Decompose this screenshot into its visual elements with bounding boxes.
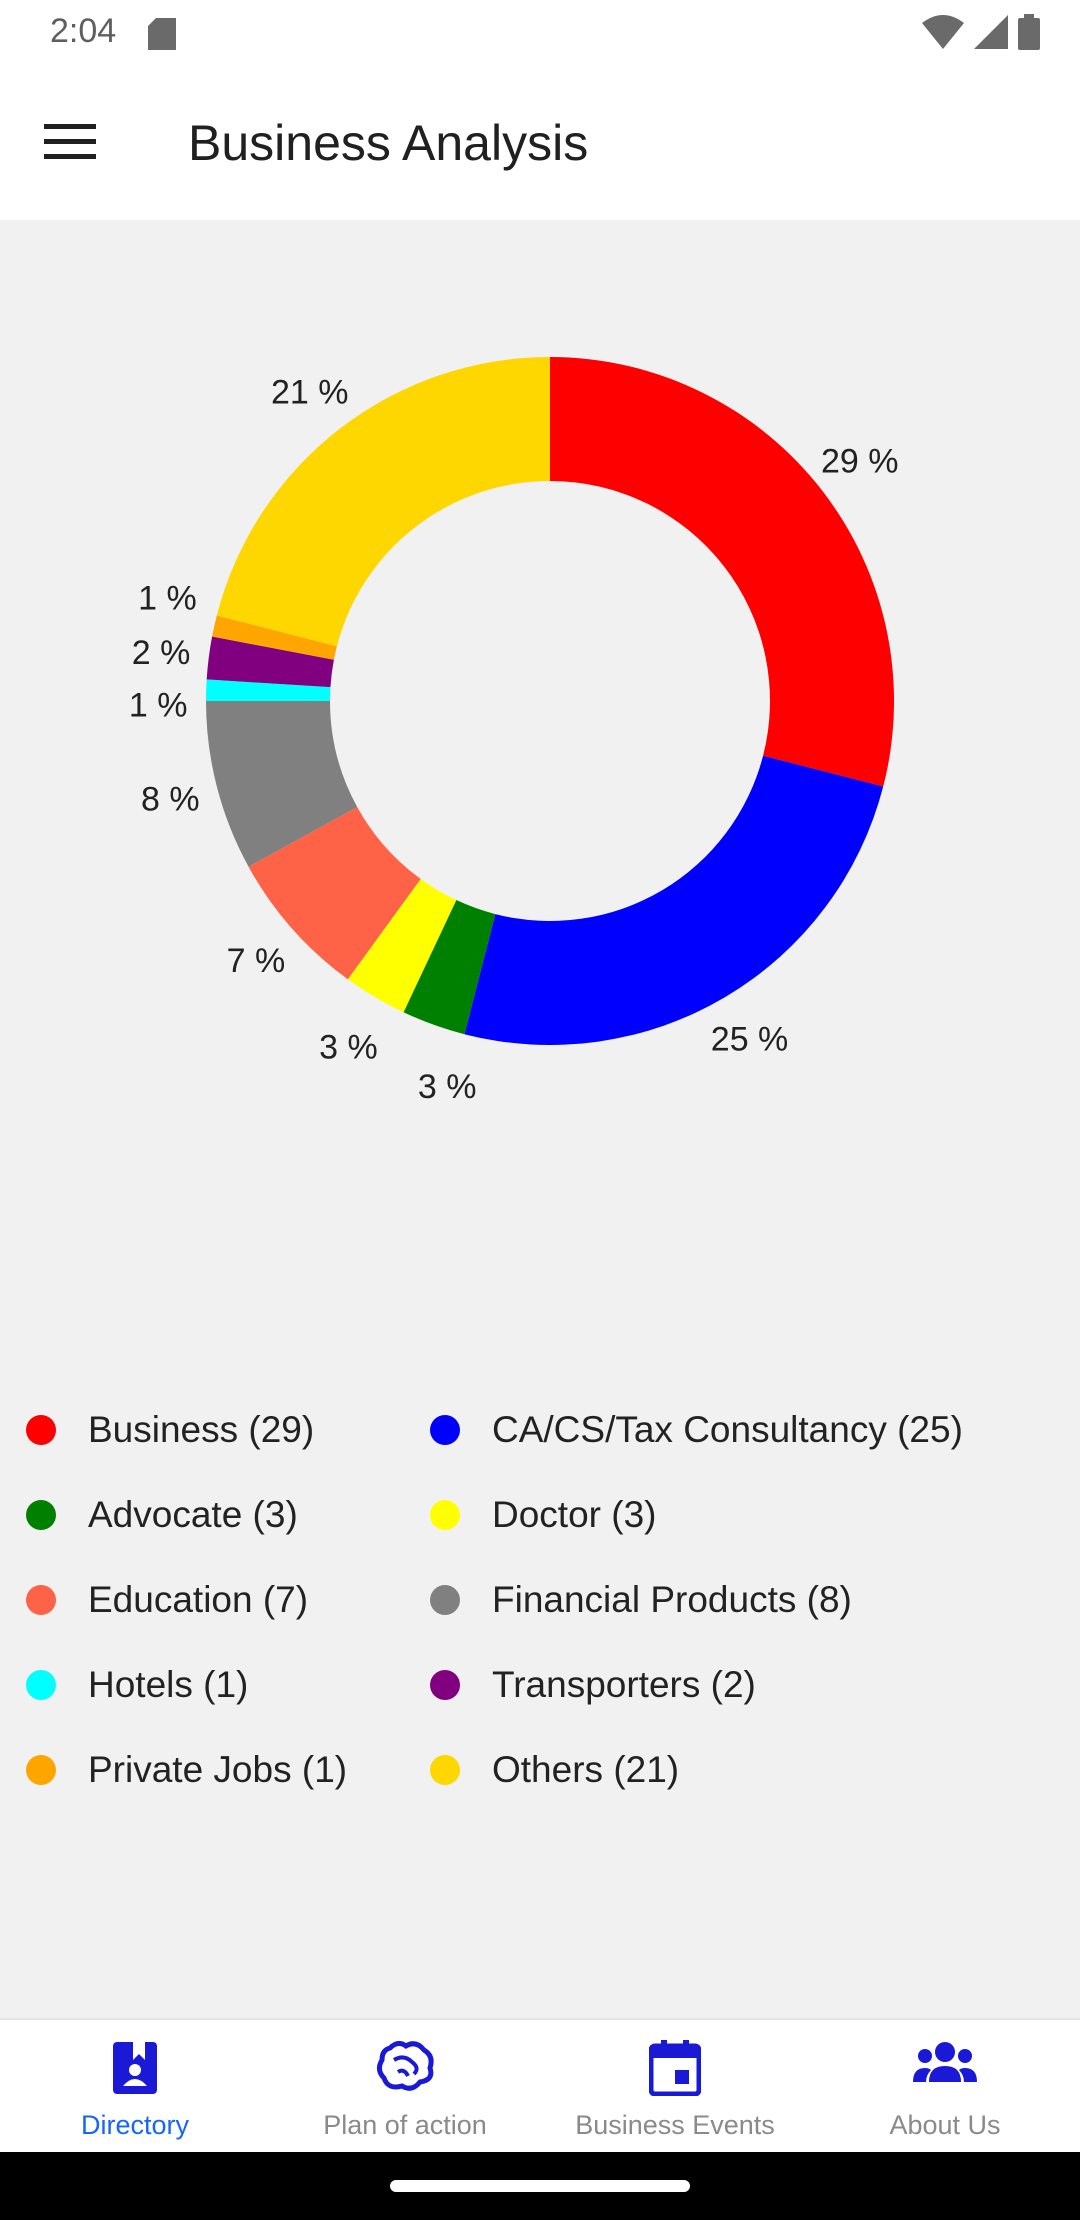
nav-directory[interactable]: Directory [0,2020,270,2154]
legend-item: Transporters (2) [430,1655,756,1715]
chart-area: 29 % 25 % 3 % 3 % 7 % 8 % 1 % 2 % 1 % 21 % [0,220,1080,1370]
nav-business-events[interactable]: Business Events [540,2020,810,2154]
page-title: Business Analysis [188,115,589,171]
brain-icon [376,2040,434,2097]
slice-label: 7 % [227,942,286,980]
legend-item: Financial Products (8) [430,1570,852,1630]
slice-label: 1 % [138,579,197,617]
legend-label: Advocate (3) [88,1494,298,1535]
legend-dot [26,1755,56,1785]
legend-label: Education (7) [88,1579,309,1620]
bottom-navigation: Directory Plan of action Business Events [0,2018,1080,2154]
legend-dot [26,1500,56,1530]
legend-dot [430,1670,460,1700]
slice-label: 29 % [821,443,899,481]
nav-about-label: About Us [889,2110,1001,2140]
slice-label: 3 % [319,1028,378,1066]
donut-slice-ca-cs-tax-consultancy[interactable] [464,755,884,1045]
legend-item: Doctor (3) [430,1485,656,1545]
signal-icon [974,15,1008,54]
legend-label: Others (21) [492,1749,680,1790]
nav-events-label: Business Events [575,2110,775,2140]
legend-item: Others (21) [430,1740,679,1800]
legend-item: Education (7) [26,1570,308,1630]
wifi-icon [922,15,964,54]
slice-label: 3 % [418,1068,477,1106]
donut-slice-transporters[interactable] [206,636,334,688]
legend-label: Private Jobs (1) [88,1749,348,1790]
group-icon [913,2040,977,2089]
slice-label: 21 % [271,373,349,411]
donut-slice-doctor[interactable] [347,878,457,1013]
donut-slice-financial-products[interactable] [206,701,358,867]
legend-item: Hotels (1) [26,1655,248,1715]
slice-label: 1 % [129,687,188,725]
gesture-bar [0,2152,1080,2220]
status-bar: 2:04 [0,0,1080,66]
legend-label: CA/CS/Tax Consultancy (25) [492,1409,963,1450]
legend-dot [430,1585,460,1615]
donut-slice-private-jobs[interactable] [212,615,337,660]
legend-label: Doctor (3) [492,1494,657,1535]
legend-dot [26,1670,56,1700]
directory-icon [111,2040,159,2101]
menu-icon[interactable] [44,122,96,167]
donut-slice-hotels[interactable] [206,679,331,701]
nav-plan-label: Plan of action [323,2110,487,2140]
status-time: 2:04 [50,12,117,50]
slice-label: 25 % [711,1020,789,1058]
legend-item: Business (29) [26,1400,314,1460]
nav-plan-of-action[interactable]: Plan of action [270,2020,540,2154]
legend-item: Private Jobs (1) [26,1740,347,1800]
legend-label: Financial Products (8) [492,1579,852,1620]
nav-about-us[interactable]: About Us [810,2020,1080,2154]
app-bar: Business Analysis [0,66,1080,220]
donut-slice-business[interactable] [550,357,894,787]
legend-dot [430,1415,460,1445]
legend-label: Business (29) [88,1409,315,1450]
donut-slice-education[interactable] [248,806,421,980]
legend-item: Advocate (3) [26,1485,298,1545]
legend-dot [430,1500,460,1530]
legend-item: CA/CS/Tax Consultancy (25) [430,1400,963,1460]
slice-label: 2 % [132,634,191,672]
donut-slice-others[interactable] [216,357,551,647]
legend-dot [26,1415,56,1445]
battery-icon [1018,14,1040,55]
legend-label: Transporters (2) [492,1664,756,1705]
donut-svg: 29 % 25 % 3 % 3 % 7 % 8 % 1 % 2 % 1 % 21 % [129,357,899,1106]
legend-dot [430,1755,460,1785]
home-indicator[interactable] [390,2180,690,2192]
status-icons [922,14,1040,55]
nav-directory-label: Directory [80,2110,189,2140]
slice-label: 8 % [141,780,200,818]
legend-dot [26,1585,56,1615]
sd-card-icon [148,18,176,55]
legend-label: Hotels (1) [88,1664,249,1705]
donut-slice-advocate[interactable] [403,900,496,1035]
calendar-icon [648,2040,702,2101]
